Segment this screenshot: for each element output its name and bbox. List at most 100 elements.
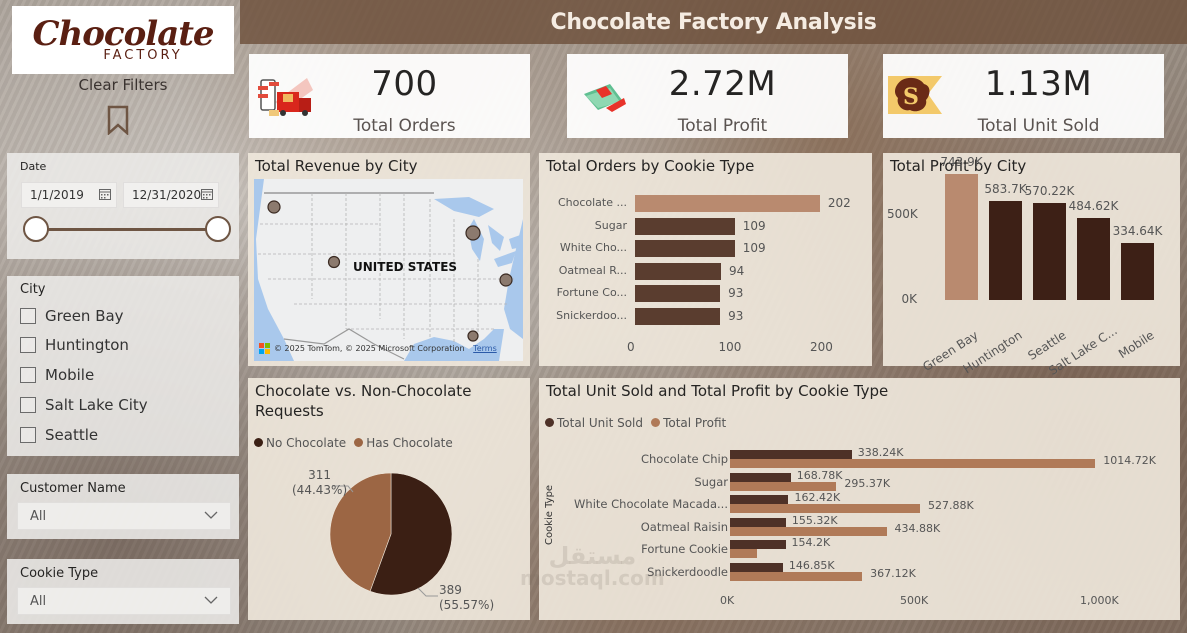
checkbox[interactable] xyxy=(20,337,36,353)
date-slider-end-handle[interactable] xyxy=(205,216,231,242)
city-option-mobile[interactable]: Mobile xyxy=(20,364,94,386)
start-date-input[interactable]: 1/1/2019 xyxy=(21,182,117,208)
map-terms-link[interactable]: Terms xyxy=(473,344,497,353)
category-label: Snickerdoodle xyxy=(647,564,728,579)
category-label: Chocolate ... xyxy=(557,196,627,209)
city-option-huntington[interactable]: Huntington xyxy=(20,334,129,356)
bar-profit[interactable] xyxy=(730,459,1096,468)
bar-unit-sold[interactable] xyxy=(730,495,789,504)
bar[interactable] xyxy=(635,285,721,302)
calendar-icon[interactable] xyxy=(201,189,213,200)
bar-unit-sold[interactable] xyxy=(730,450,852,459)
bar[interactable] xyxy=(635,240,735,257)
checkbox[interactable] xyxy=(20,397,36,413)
bar-value-label: 94 xyxy=(729,263,745,278)
legend-total-profit[interactable]: Total Profit xyxy=(651,416,726,430)
logo-script-text: Chocolate xyxy=(32,14,214,54)
map-bubble-seattle[interactable] xyxy=(267,200,281,214)
legend-dot-icon xyxy=(651,418,661,427)
pie-slice[interactable] xyxy=(329,472,392,592)
bar[interactable] xyxy=(635,195,820,212)
y-axis-tick: 500K xyxy=(887,207,918,221)
city-option-label: Seattle xyxy=(45,426,99,444)
chart-title-line2: Requests xyxy=(255,402,324,420)
bar-unit-sold[interactable] xyxy=(730,540,786,549)
bar[interactable] xyxy=(1077,217,1110,300)
bar[interactable] xyxy=(945,173,978,300)
category-label: Fortune Co... xyxy=(556,286,627,299)
bar[interactable] xyxy=(1121,243,1154,300)
bar-profit[interactable] xyxy=(730,504,921,513)
bar-unit-sold[interactable] xyxy=(730,562,783,572)
y-axis-label: Cookie Type xyxy=(544,484,555,545)
bar-value-label: 109 xyxy=(742,218,766,233)
end-date-input[interactable]: 12/31/2020 xyxy=(123,182,219,208)
kpi-total-unit-sold: S 1.13M Total Unit Sold xyxy=(883,54,1164,138)
bar-value-label-profit: 367.12K xyxy=(870,566,916,580)
cookie-type-dropdown[interactable]: All xyxy=(17,587,231,615)
map-canvas[interactable]: UNITED STATES © 2025 TomTom, © 2025 Micr… xyxy=(254,179,523,361)
kpi-total-profit: 2.72M Total Profit xyxy=(567,54,848,138)
pie-label-has-chocolate: 311 (44.43%) xyxy=(292,468,347,498)
kpi-total-orders: 700 Total Orders xyxy=(249,54,530,138)
bar[interactable] xyxy=(1033,203,1066,300)
checkbox[interactable] xyxy=(20,367,36,383)
chevron-down-icon[interactable] xyxy=(204,510,218,520)
date-slider-start-handle[interactable] xyxy=(23,216,49,242)
category-label: Fortune Cookie xyxy=(641,542,728,556)
chevron-down-icon[interactable] xyxy=(204,595,218,605)
checkbox[interactable] xyxy=(20,427,36,443)
bar-unit-sold[interactable] xyxy=(730,517,786,527)
map-bubble-salt-lake-city[interactable] xyxy=(327,255,341,269)
bar-profit[interactable] xyxy=(730,526,887,536)
units-and-profit-by-cookie-chart: Total Unit Sold and Total Profit by Cook… xyxy=(539,378,1180,620)
category-label: Chocolate Chip xyxy=(640,452,728,466)
bar-value-label-units: 146.85K xyxy=(788,558,835,572)
bar-value-label: 334.64K xyxy=(1112,224,1163,239)
us-map xyxy=(254,179,523,361)
bar[interactable] xyxy=(635,217,735,235)
city-option-salt-lake-city[interactable]: Salt Lake City xyxy=(20,394,148,416)
bar-profit[interactable] xyxy=(730,481,837,491)
bar-value-label-profit: 527.88K xyxy=(928,499,974,512)
bar-value-label: 743.9K xyxy=(940,154,983,169)
clear-filters-button[interactable]: Clear Filters xyxy=(78,76,168,94)
date-range-slider-track[interactable] xyxy=(43,228,225,231)
legend-dot-icon xyxy=(254,438,263,447)
bar-value-label: 93 xyxy=(728,286,744,300)
x-axis-tick: 0 xyxy=(627,340,635,354)
profit-by-city-chart: Total Profit by City 0K 500K 743.9K Green B… xyxy=(883,153,1180,378)
kpi-label: Total Orders xyxy=(353,116,456,136)
city-option-label: Huntington xyxy=(45,336,129,354)
date-slicer: Date 1/1/2019 12/31/2020 xyxy=(7,153,239,259)
bar-profit[interactable] xyxy=(730,571,863,581)
bar[interactable] xyxy=(989,200,1022,300)
pie-slice[interactable] xyxy=(369,472,453,596)
bar-profit[interactable] xyxy=(730,549,757,558)
checkbox[interactable] xyxy=(20,308,36,324)
legend-dot-icon xyxy=(545,418,554,427)
money-icon xyxy=(584,84,626,112)
legend-total-unit-sold[interactable]: Total Unit Sold xyxy=(545,416,643,430)
pie-percent-label: (55.57%) xyxy=(439,598,495,612)
city-option-seattle[interactable]: Seattle xyxy=(20,424,98,446)
dollar-splash-icon: S xyxy=(888,76,942,114)
map-bubble-huntington[interactable] xyxy=(499,273,513,287)
bar-unit-sold[interactable] xyxy=(730,472,791,482)
chart-title: Chocolate vs. Non-Chocolate Requests xyxy=(255,381,471,421)
legend-has-chocolate[interactable]: Has Chocolate xyxy=(354,436,453,450)
bar[interactable] xyxy=(635,307,721,325)
map-bubble-green-bay[interactable] xyxy=(465,225,481,241)
kpi-label: Total Unit Sold xyxy=(977,116,1100,136)
bar[interactable] xyxy=(635,262,721,280)
cookie-type-value: All xyxy=(30,593,47,609)
city-option-green-bay[interactable]: Green Bay xyxy=(20,305,124,327)
calendar-icon[interactable] xyxy=(99,189,111,200)
bookmark-icon[interactable] xyxy=(107,105,129,135)
city-option-label: Salt Lake City xyxy=(45,396,148,414)
category-label: White Cho... xyxy=(559,241,627,254)
map-title: Total Revenue by City xyxy=(255,157,418,175)
map-bubble-mobile[interactable] xyxy=(467,330,479,342)
legend-no-chocolate[interactable]: No Chocolate xyxy=(254,436,346,450)
customer-name-dropdown[interactable]: All xyxy=(17,502,231,530)
